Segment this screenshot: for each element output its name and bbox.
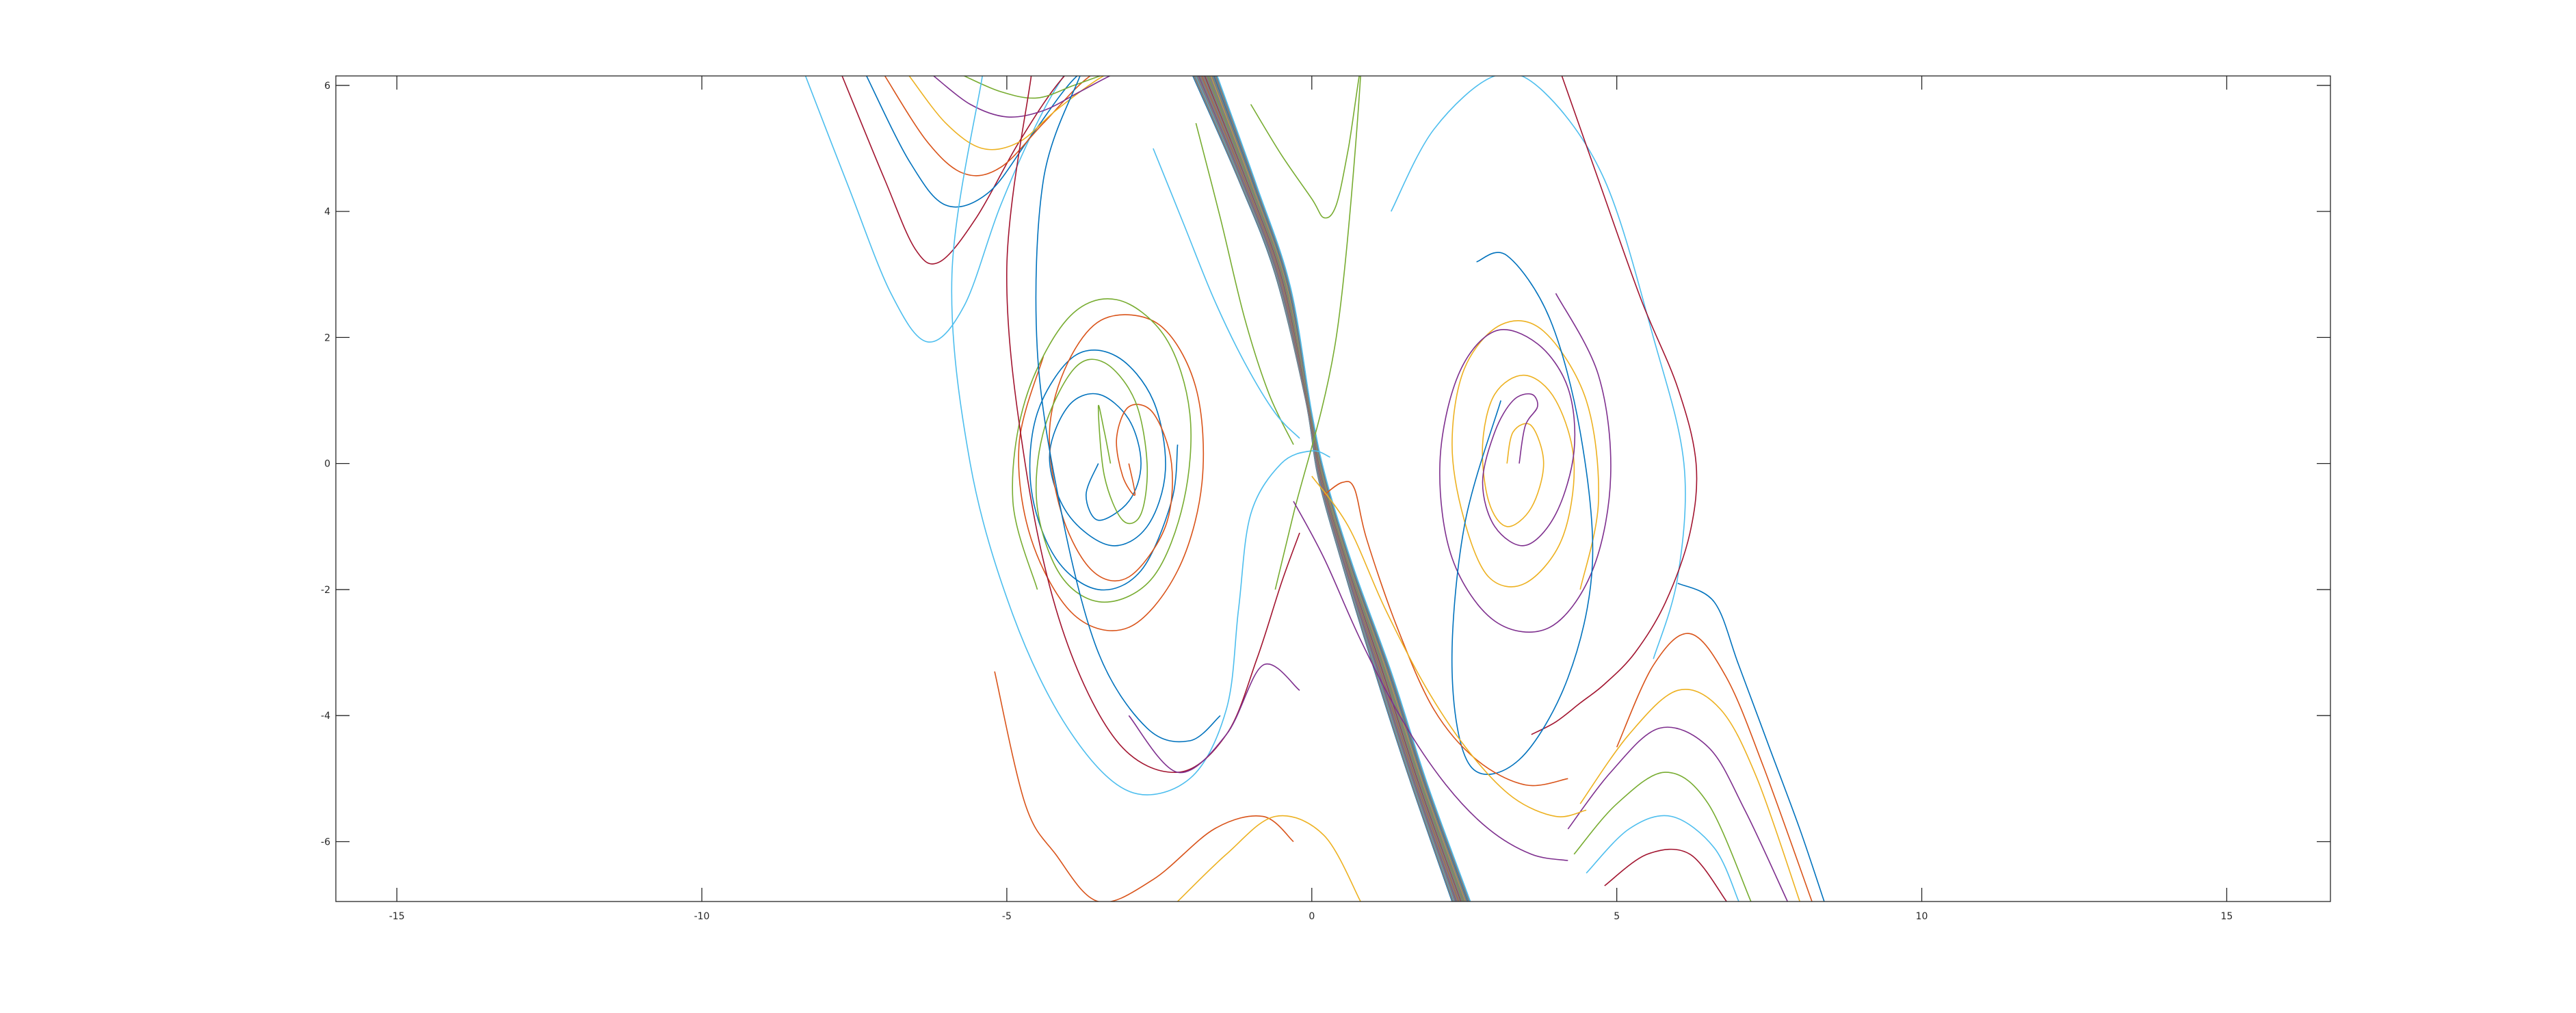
y-tick-label: 2 <box>324 332 330 343</box>
trajectory-line <box>1677 582 1825 902</box>
trajectory-line <box>908 76 1105 150</box>
trajectory-line <box>994 671 1294 902</box>
trajectory-line <box>1324 481 1568 787</box>
y-tick-label: 4 <box>324 207 330 218</box>
trajectory-line <box>1195 122 1294 445</box>
trajectory-line <box>1128 663 1300 774</box>
trajectory-line <box>1177 815 1361 902</box>
trajectory-line <box>933 76 1112 118</box>
trajectory-line <box>866 76 1078 208</box>
y-tick-label: -2 <box>321 585 330 596</box>
x-tick-label: 5 <box>1614 911 1620 922</box>
x-tick-label: -15 <box>389 911 405 922</box>
trajectory-line <box>1616 633 1813 902</box>
trajectory-line <box>1006 76 1300 773</box>
trajectory-line <box>1579 689 1800 902</box>
trajectory-line <box>1567 726 1789 902</box>
trajectory-line <box>841 76 1066 265</box>
trajectory-line <box>804 76 1065 343</box>
trajectory-line <box>1390 76 1686 659</box>
trajectory-line <box>1250 76 1361 590</box>
x-tick-label: 15 <box>2220 911 2233 922</box>
axes-box <box>335 75 2331 902</box>
x-tick-label: -10 <box>694 911 710 922</box>
y-tick-label: -4 <box>321 711 330 722</box>
trajectory-line <box>1029 349 1179 591</box>
trajectory-line <box>1451 320 1599 590</box>
trajectory-line <box>1451 252 1594 775</box>
trajectory-line <box>1311 475 1587 817</box>
trajectory-line <box>1604 848 1727 902</box>
x-tick-label: 0 <box>1309 911 1315 922</box>
trajectory-line <box>1012 298 1192 603</box>
x-tick-label: -5 <box>1002 911 1012 922</box>
trajectory-line <box>964 76 1102 99</box>
trajectory-line <box>1531 76 1698 735</box>
trajectory-curves <box>804 76 1825 902</box>
x-tick-label: 10 <box>1916 911 1928 922</box>
trajectory-line <box>951 76 1330 795</box>
axis-ticks <box>336 76 2330 902</box>
y-tick-label: -6 <box>321 837 330 847</box>
y-tick-label: 6 <box>324 81 330 92</box>
separatrix-band-line <box>1216 76 1471 902</box>
y-tick-label: 0 <box>324 459 330 470</box>
axis-tick-labels: -15 -10 -5 0 5 10 15 -6 -4 -2 0 2 4 6 <box>321 81 2233 922</box>
trajectory-line <box>1586 815 1739 902</box>
trajectory-line <box>1153 148 1300 439</box>
trajectory-line <box>1018 314 1205 631</box>
trajectory-line <box>1293 501 1568 861</box>
trajectory-line <box>1573 772 1752 902</box>
trajectory-line <box>1035 76 1221 743</box>
